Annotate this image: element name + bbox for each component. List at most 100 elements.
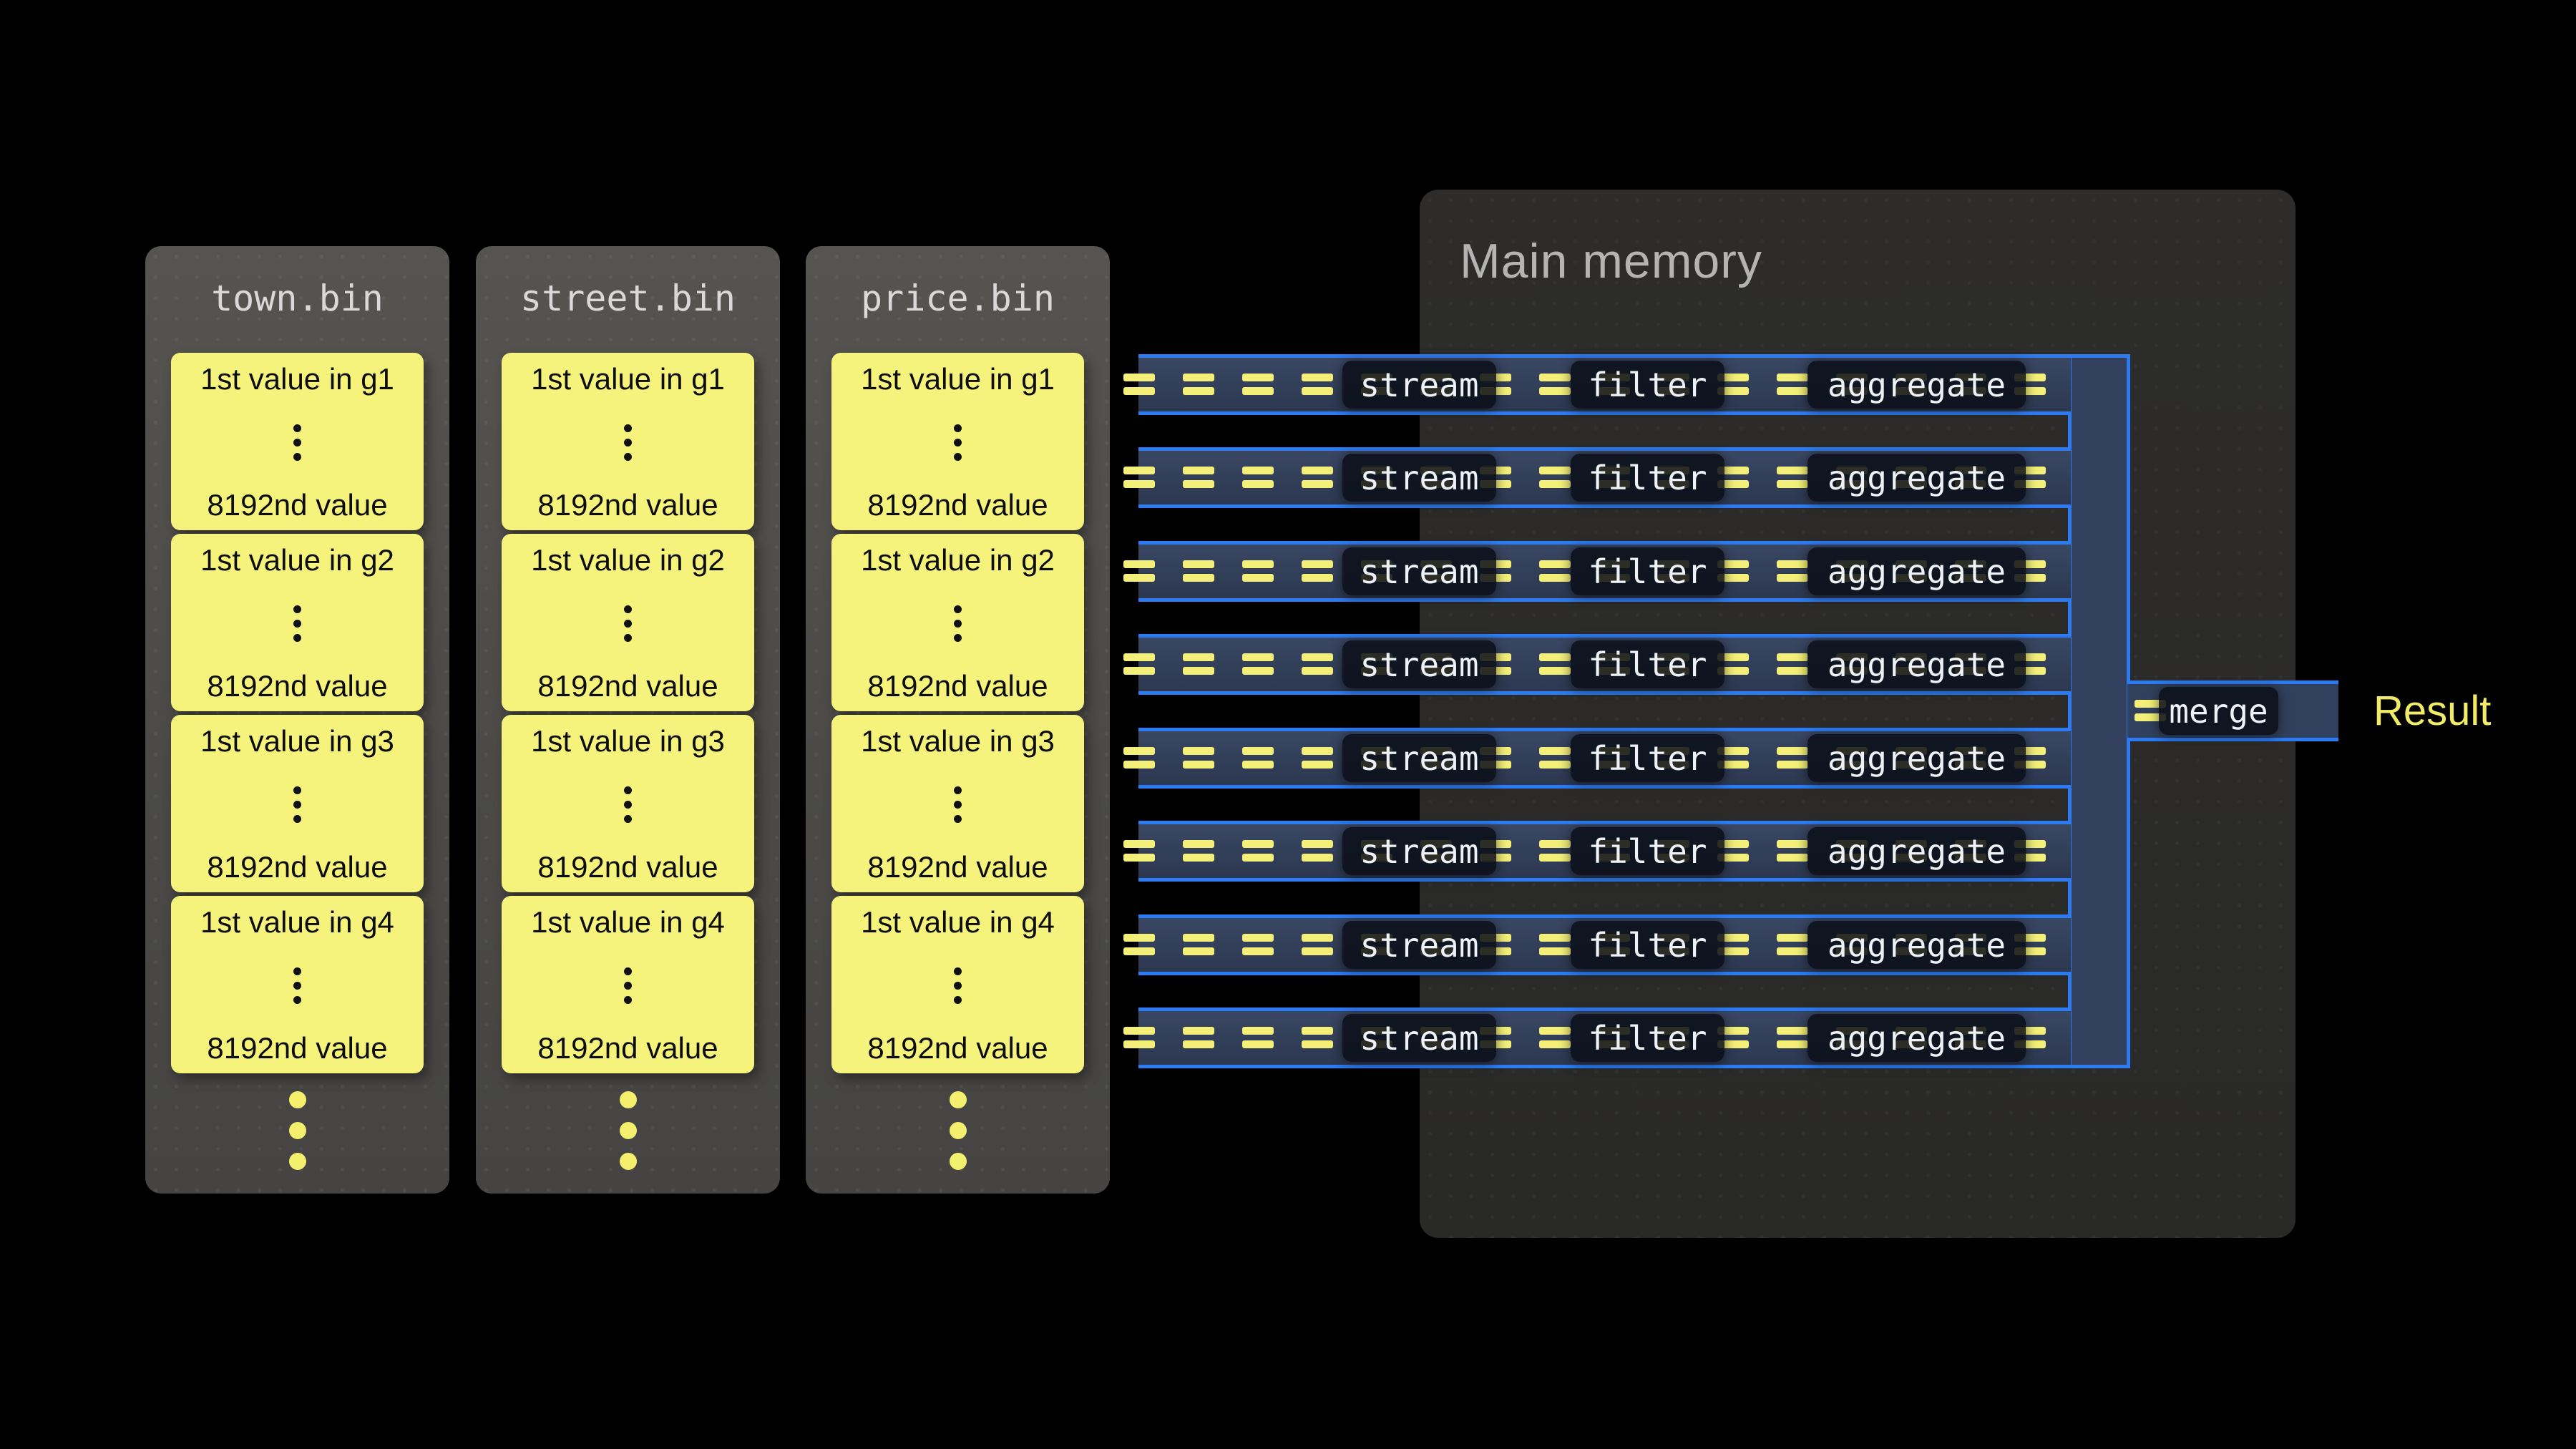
- vertical-ellipsis-icon: [624, 599, 632, 648]
- data-chunk-icon: [1302, 840, 1333, 862]
- pipeline-lane-1: stream filter aggregate: [1123, 354, 2071, 415]
- file-name: price.bin: [861, 278, 1055, 319]
- data-chunk-icon: [1777, 560, 1808, 582]
- vertical-ellipsis-icon: [624, 418, 632, 467]
- filter-operator: filter: [1571, 827, 1724, 875]
- block-last-value: 8192nd value: [537, 850, 718, 884]
- stream-operator: stream: [1342, 734, 1496, 782]
- aggregate-operator: aggregate: [1807, 640, 2026, 688]
- data-chunk-icon: [1539, 1027, 1571, 1048]
- row-group-block: 1st value in g3 8192nd value: [831, 715, 1084, 892]
- vertical-ellipsis-icon: [624, 780, 632, 829]
- data-chunk-icon: [1717, 934, 1749, 955]
- data-chunk-icon: [1183, 374, 1214, 395]
- data-chunk-icon: [1777, 467, 1808, 488]
- aggregate-operator: aggregate: [1807, 361, 2026, 409]
- block-first-value: 1st value in g1: [861, 362, 1055, 396]
- data-chunk-icon: [1123, 1027, 1155, 1048]
- data-chunk-icon: [1717, 467, 1749, 488]
- row-group-block: 1st value in g3 8192nd value: [171, 715, 424, 892]
- block-last-value: 8192nd value: [207, 488, 388, 522]
- data-chunk-icon: [1539, 840, 1571, 862]
- block-last-value: 8192nd value: [867, 1031, 1048, 1065]
- stream-operator: stream: [1342, 921, 1496, 969]
- pipeline-lane-4: stream filter aggregate: [1123, 634, 2071, 695]
- data-chunk-icon: [2014, 653, 2046, 675]
- data-chunk-icon: [1123, 374, 1155, 395]
- block-last-value: 8192nd value: [207, 1031, 388, 1065]
- data-chunk-icon: [1777, 747, 1808, 769]
- data-chunk-icon: [2014, 934, 2046, 955]
- data-chunk-icon: [1717, 840, 1749, 862]
- block-first-value: 1st value in g3: [200, 724, 394, 758]
- filter-operator: filter: [1571, 921, 1724, 969]
- row-group-block: 1st value in g4 8192nd value: [502, 896, 754, 1073]
- vertical-ellipsis-icon: [293, 961, 301, 1010]
- data-chunk-icon: [1777, 374, 1808, 395]
- filter-operator: filter: [1571, 547, 1724, 595]
- vertical-ellipsis-icon: [293, 780, 301, 829]
- block-first-value: 1st value in g1: [531, 362, 725, 396]
- data-chunk-icon: [1183, 467, 1214, 488]
- data-chunk-icon: [2014, 467, 2046, 488]
- aggregate-operator: aggregate: [1807, 1014, 2026, 1062]
- data-chunk-icon: [1539, 934, 1571, 955]
- data-chunk-icon: [1183, 747, 1214, 769]
- data-chunk-icon: [1183, 1027, 1214, 1048]
- row-group-block: 1st value in g2 8192nd value: [831, 534, 1084, 711]
- data-chunk-icon: [1717, 560, 1749, 582]
- row-group-block: 1st value in g4 8192nd value: [831, 896, 1084, 1073]
- data-chunk-icon: [1302, 653, 1333, 675]
- block-first-value: 1st value in g2: [531, 543, 725, 577]
- file-column-town: town.bin 1st value in g1 8192nd value 1s…: [145, 246, 449, 1194]
- row-group-block: 1st value in g1 8192nd value: [502, 353, 754, 530]
- vertical-ellipsis-icon: [293, 599, 301, 648]
- filter-operator: filter: [1571, 1014, 1724, 1062]
- pipeline-lane-6: stream filter aggregate: [1123, 821, 2071, 882]
- merge-bus: [2068, 354, 2130, 1068]
- stream-operator: stream: [1342, 1014, 1496, 1062]
- data-chunk-icon: [1123, 747, 1155, 769]
- stream-operator: stream: [1342, 361, 1496, 409]
- data-chunk-icon: [2014, 747, 2046, 769]
- pipeline-lane-7: stream filter aggregate: [1123, 914, 2071, 975]
- data-chunk-icon: [1183, 560, 1214, 582]
- block-last-value: 8192nd value: [537, 488, 718, 522]
- more-row-groups-ellipsis-icon: [145, 1091, 449, 1184]
- block-last-value: 8192nd value: [537, 1031, 718, 1065]
- block-first-value: 1st value in g3: [531, 724, 725, 758]
- more-row-groups-ellipsis-icon: [476, 1091, 780, 1184]
- pipeline-lane-5: stream filter aggregate: [1123, 728, 2071, 789]
- result-label: Result: [2373, 688, 2492, 734]
- more-row-groups-ellipsis-icon: [806, 1091, 1110, 1184]
- filter-operator: filter: [1571, 640, 1724, 688]
- data-chunk-icon: [1242, 653, 1274, 675]
- data-chunk-icon: [1183, 653, 1214, 675]
- data-chunk-icon: [1242, 840, 1274, 862]
- block-first-value: 1st value in g2: [861, 543, 1055, 577]
- data-chunk-icon: [1539, 374, 1571, 395]
- data-chunk-icon: [1777, 840, 1808, 862]
- merge-band: merge: [2127, 680, 2338, 741]
- block-last-value: 8192nd value: [207, 850, 388, 884]
- merge-operator: merge: [2159, 687, 2278, 735]
- data-chunk-icon: [2014, 374, 2046, 395]
- data-chunk-icon: [1242, 1027, 1274, 1048]
- data-chunk-icon: [1539, 467, 1571, 488]
- data-chunk-icon: [1242, 560, 1274, 582]
- row-group-block: 1st value in g3 8192nd value: [502, 715, 754, 892]
- vertical-ellipsis-icon: [954, 599, 962, 648]
- data-chunk-icon: [1302, 374, 1333, 395]
- stream-operator: stream: [1342, 640, 1496, 688]
- data-chunk-icon: [2014, 840, 2046, 862]
- aggregate-operator: aggregate: [1807, 734, 2026, 782]
- stream-operator: stream: [1342, 827, 1496, 875]
- file-column-street: street.bin 1st value in g1 8192nd value …: [476, 246, 780, 1194]
- data-chunk-icon: [1717, 374, 1749, 395]
- data-chunk-icon: [1777, 653, 1808, 675]
- filter-operator: filter: [1571, 454, 1724, 502]
- block-first-value: 1st value in g3: [861, 724, 1055, 758]
- data-chunk-icon: [2135, 700, 2166, 721]
- data-chunk-icon: [2014, 1027, 2046, 1048]
- data-chunk-icon: [1302, 934, 1333, 955]
